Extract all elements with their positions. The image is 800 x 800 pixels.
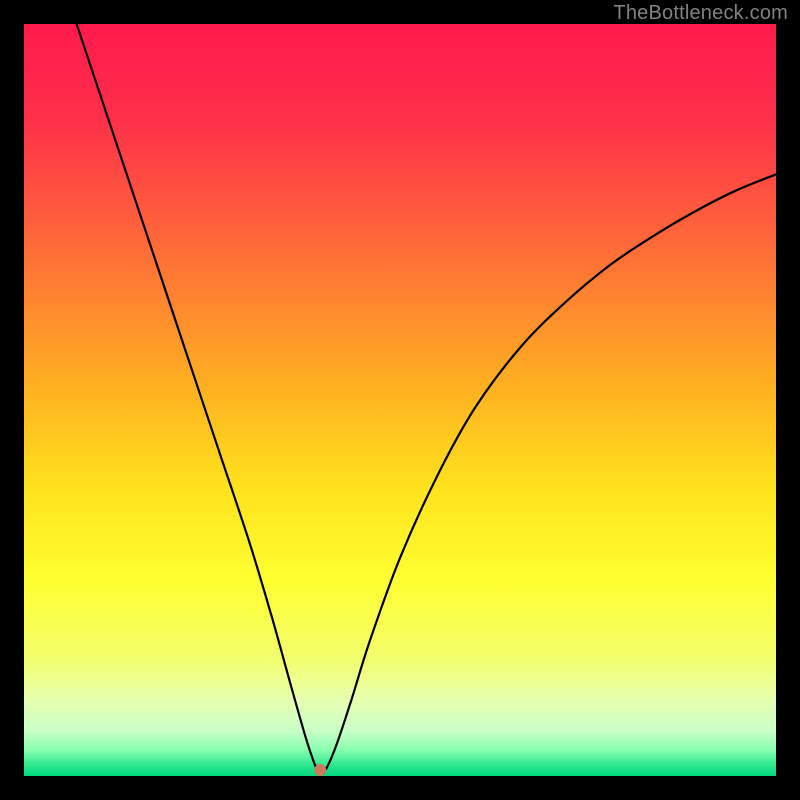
watermark-text: TheBottleneck.com xyxy=(613,2,788,25)
plot-svg xyxy=(24,24,776,776)
optimal-point-marker xyxy=(314,764,326,776)
frame-border xyxy=(0,776,800,800)
frame-border xyxy=(0,0,24,800)
frame-border xyxy=(776,0,800,800)
gradient-background xyxy=(24,24,776,776)
plot-area xyxy=(24,24,776,776)
